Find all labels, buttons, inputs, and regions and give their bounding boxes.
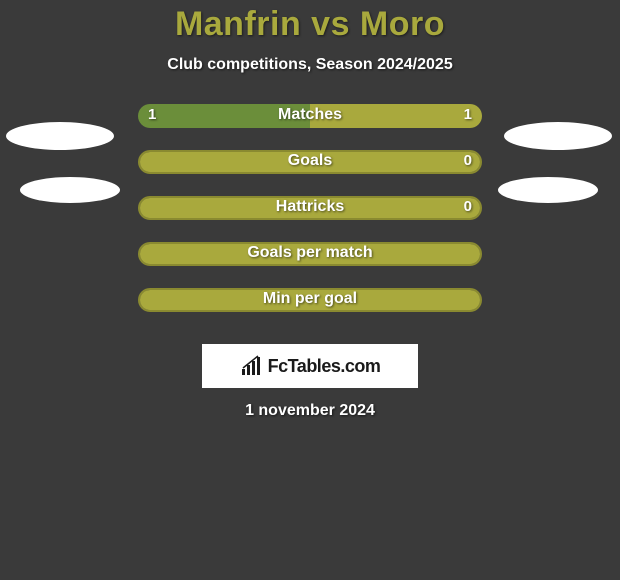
player-ellipse-left_1 bbox=[6, 122, 114, 150]
stat-label: Matches bbox=[278, 106, 342, 124]
stat-label: Goals per match bbox=[247, 244, 372, 262]
logo-text: FcTables.com bbox=[268, 356, 381, 377]
logo-box: FcTables.com bbox=[202, 344, 418, 388]
comparison-infographic: Manfrin vs Moro Club competitions, Seaso… bbox=[0, 0, 620, 420]
player-ellipse-left_2 bbox=[20, 177, 120, 203]
page-subtitle: Club competitions, Season 2024/2025 bbox=[0, 56, 620, 74]
date-label: 1 november 2024 bbox=[0, 402, 620, 420]
stat-label: Hattricks bbox=[276, 198, 344, 216]
stat-left-value: 1 bbox=[148, 106, 156, 123]
stat-row-goals_per_match: Goals per match bbox=[0, 242, 620, 288]
stat-row-min_per_goal: Min per goal bbox=[0, 288, 620, 334]
player-ellipse-right_1 bbox=[504, 122, 612, 150]
stat-label: Goals bbox=[288, 152, 332, 170]
stat-right-value: 0 bbox=[464, 198, 472, 215]
stat-label: Min per goal bbox=[263, 290, 357, 308]
page-title: Manfrin vs Moro bbox=[0, 5, 620, 44]
stat-row-hattricks: Hattricks 0 bbox=[0, 196, 620, 242]
stat-right-value: 1 bbox=[464, 106, 472, 123]
barchart-icon bbox=[240, 355, 264, 377]
player-ellipse-right_2 bbox=[498, 177, 598, 203]
stat-right-value: 0 bbox=[464, 152, 472, 169]
